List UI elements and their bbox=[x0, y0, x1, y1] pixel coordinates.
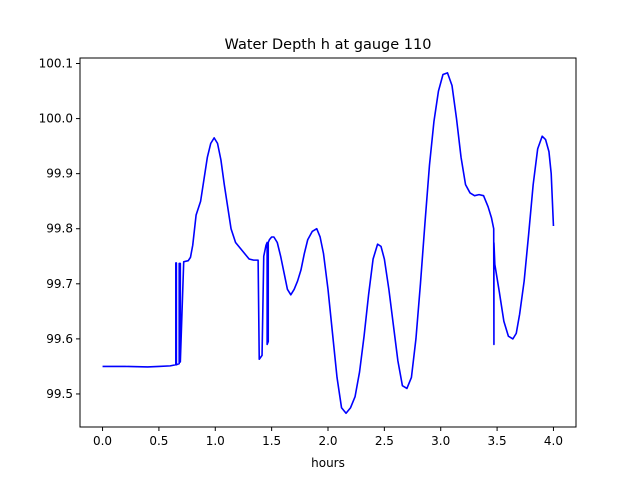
y-tick-label: 99.9 bbox=[46, 167, 73, 181]
x-tick-label: 2.5 bbox=[375, 434, 394, 448]
x-tick-label: 4.0 bbox=[544, 434, 563, 448]
chart-title: Water Depth h at gauge 110 bbox=[225, 37, 432, 53]
series-line-0 bbox=[102, 72, 555, 415]
y-tick-label: 100.0 bbox=[39, 112, 73, 126]
y-tick-label: 99.6 bbox=[46, 332, 73, 346]
y-tick-label: 100.1 bbox=[39, 57, 73, 71]
x-tick-label: 3.0 bbox=[431, 434, 450, 448]
x-tick-label: 3.5 bbox=[488, 434, 507, 448]
plot-frame bbox=[79, 57, 577, 428]
y-axis-ticks: 99.5 99.6 99.7 99.8 99.9 100.0 100.1 bbox=[39, 57, 80, 401]
x-axis-ticks: 0.0 0.5 1.0 1.5 2.0 2.5 3.0 3.5 4.0 bbox=[93, 427, 563, 448]
y-tick-label: 99.8 bbox=[46, 222, 73, 236]
x-tick-label: 1.0 bbox=[206, 434, 225, 448]
x-tick-label: 1.5 bbox=[262, 434, 281, 448]
x-tick-label: 0.5 bbox=[149, 434, 168, 448]
y-tick-label: 99.7 bbox=[46, 277, 73, 291]
x-tick-label: 2.0 bbox=[318, 434, 337, 448]
y-tick-label: 99.5 bbox=[46, 387, 73, 401]
x-tick-label: 0.0 bbox=[93, 434, 112, 448]
plot-area bbox=[102, 72, 555, 415]
x-axis-label: hours bbox=[311, 456, 345, 470]
